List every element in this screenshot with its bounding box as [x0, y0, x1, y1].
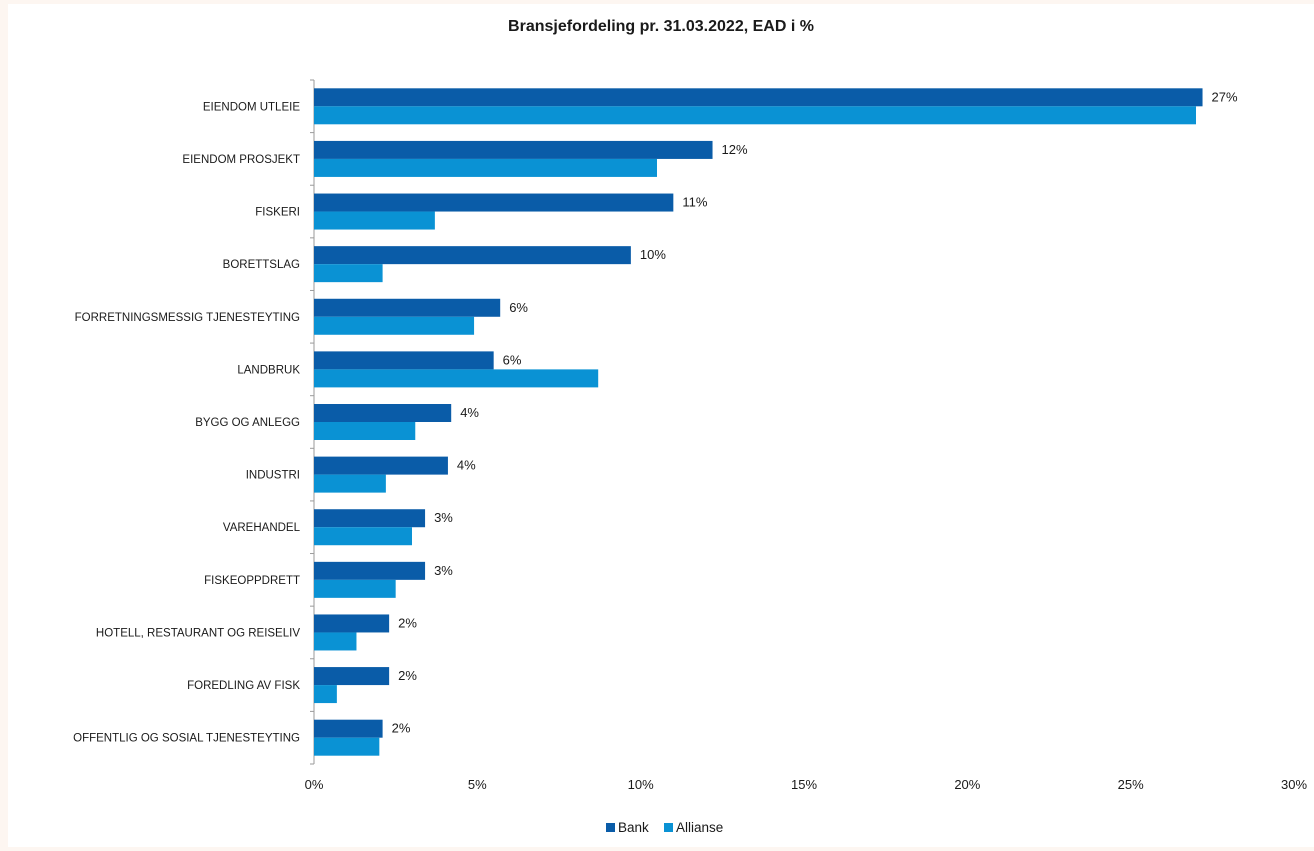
data-label: 4%: [457, 458, 476, 473]
x-tick-label: 25%: [1118, 777, 1144, 792]
x-tick-label: 10%: [628, 777, 654, 792]
category-label: EIENDOM UTLEIE: [203, 101, 300, 113]
legend-swatch-bank: [606, 823, 615, 832]
data-label: 27%: [1212, 89, 1238, 104]
x-tick-label: 5%: [468, 777, 487, 792]
bar-bank: [314, 509, 426, 528]
category-label: INDUSTRI: [246, 470, 300, 482]
bar-bank: [314, 140, 713, 159]
data-label: 3%: [434, 510, 453, 525]
category-label: BYGG OG ANLEGG: [195, 417, 300, 429]
category-label: FORRETNINGSMESSIG TJENESTEYTING: [75, 312, 300, 324]
bar-allianse: [314, 579, 396, 598]
bar-bank: [314, 351, 494, 370]
category-label: HOTELL, RESTAURANT OG REISELIV: [96, 627, 300, 639]
bar-bank: [314, 298, 501, 317]
x-tick-label: 15%: [791, 777, 817, 792]
data-label: 11%: [682, 195, 707, 210]
bar-bank: [314, 193, 674, 212]
data-label: 6%: [509, 300, 528, 315]
bar-allianse: [314, 158, 657, 177]
data-label: 6%: [503, 352, 522, 367]
bar-allianse: [314, 527, 412, 546]
bar-allianse: [314, 632, 357, 651]
bar-allianse: [314, 211, 435, 230]
legend-swatch-allianse: [664, 823, 673, 832]
bar-allianse: [314, 685, 337, 704]
bar-bank: [314, 561, 426, 580]
x-tick-label: 20%: [954, 777, 980, 792]
category-label: VAREHANDEL: [223, 522, 301, 534]
category-label: OFFENTLIG OG SOSIAL TJENESTEYTING: [73, 733, 300, 745]
bar-bank: [314, 456, 448, 475]
bar-bank: [314, 404, 452, 422]
category-label: BORETTSLAG: [223, 259, 300, 271]
data-label: 12%: [722, 142, 748, 157]
bar-allianse: [314, 264, 383, 283]
category-label: FISKEOPPDRETT: [204, 575, 300, 587]
bar-allianse: [314, 474, 386, 493]
bar-bank: [314, 88, 1203, 107]
data-label: 2%: [392, 721, 411, 736]
legend-label: Allianse: [676, 820, 723, 835]
data-label: 2%: [398, 615, 417, 630]
x-tick-label: 0%: [305, 777, 324, 792]
data-label: 4%: [460, 405, 479, 420]
bar-bank: [314, 614, 390, 633]
category-label: FOREDLING AV FISK: [187, 680, 300, 692]
bar-bank: [314, 667, 390, 686]
category-label: LANDBRUK: [237, 364, 300, 376]
legend-label: Bank: [618, 820, 649, 835]
bar-allianse: [314, 737, 380, 756]
bar-bank: [314, 246, 631, 265]
data-label: 2%: [398, 668, 417, 683]
x-tick-label: 30%: [1281, 777, 1307, 792]
bar-allianse: [314, 369, 599, 388]
bar-allianse: [314, 316, 475, 335]
category-label: EIENDOM PROSJEKT: [182, 154, 300, 166]
data-label: 3%: [434, 563, 453, 578]
category-label: FISKERI: [255, 207, 300, 219]
bar-allianse: [314, 422, 416, 440]
bar-allianse: [314, 106, 1196, 125]
data-label: 10%: [640, 247, 666, 262]
chart-title: Bransjefordeling pr. 31.03.2022, EAD i %: [508, 18, 814, 35]
bar-bank: [314, 719, 383, 738]
